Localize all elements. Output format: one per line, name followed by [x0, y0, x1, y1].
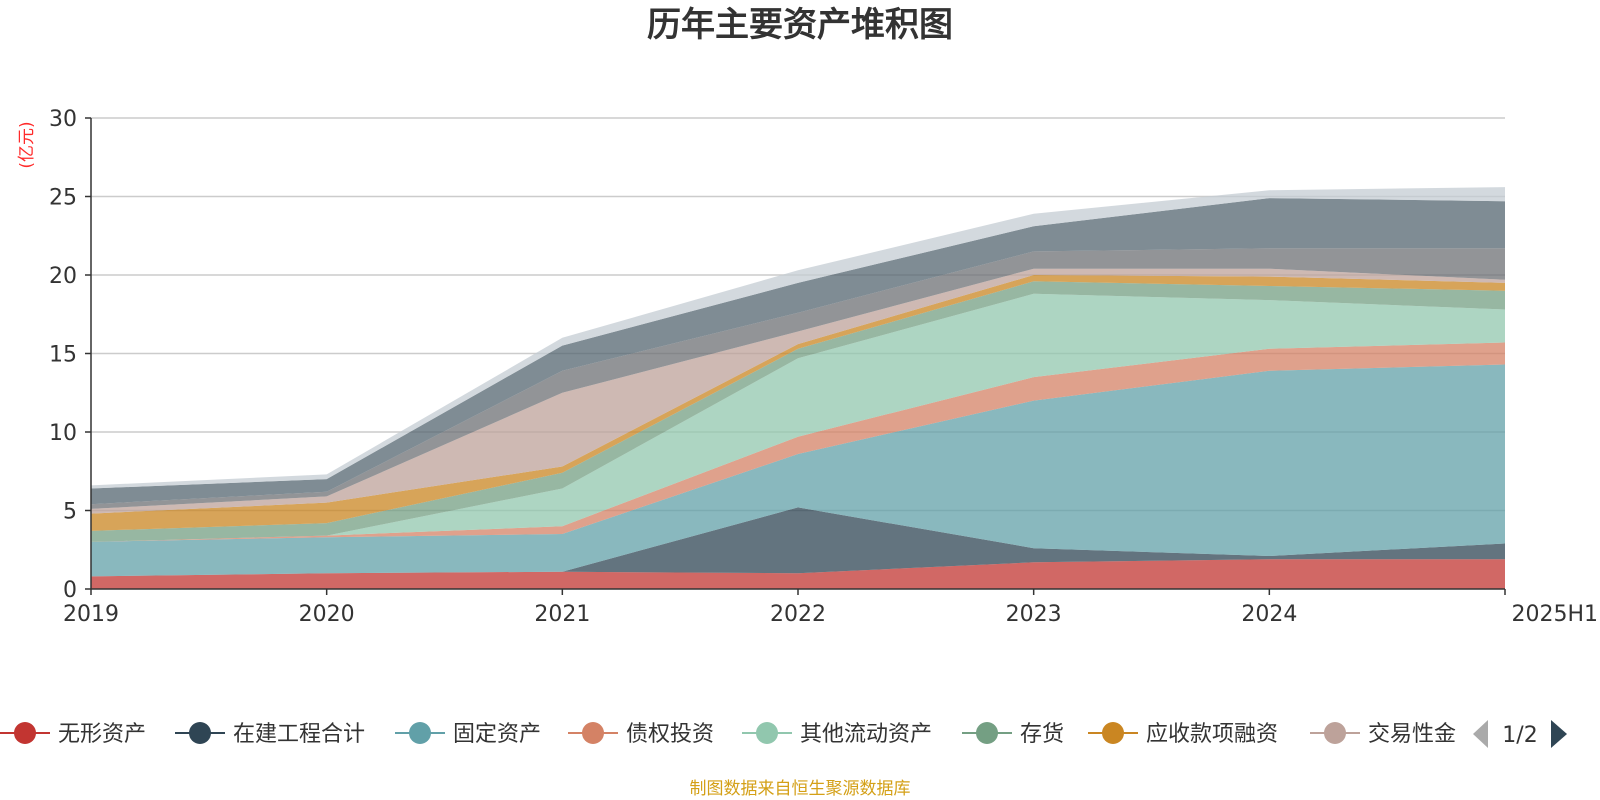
legend-label: 债权投资 — [626, 722, 714, 747]
legend-label: 在建工程合计 — [233, 722, 365, 747]
legend-item[interactable]: 在建工程合计 — [175, 722, 365, 747]
legend-label: 存货 — [1020, 722, 1064, 747]
x-tick-label: 2019 — [63, 602, 119, 627]
data-source-note: 制图数据来自恒生聚源数据库 — [690, 779, 911, 799]
legend-circle-icon — [14, 722, 36, 744]
area-series-2 — [91, 507, 1505, 577]
legend-circle-icon — [582, 722, 604, 744]
area-series-1 — [91, 559, 1505, 589]
area-series-group — [91, 187, 1505, 589]
axes: 0 5 10 15 20 25 30 2019 2020 2021 2022 2023 2024 2025… — [49, 107, 1598, 627]
legend-item[interactable]: 债权投资 — [568, 722, 714, 747]
legend-label: 交易性金 — [1368, 722, 1456, 747]
x-tick-label: 2025H1 — [1511, 602, 1598, 627]
x-tick-label: 2020 — [299, 602, 355, 627]
y-tick-label: 5 — [63, 500, 77, 525]
y-tick-label: 0 — [63, 578, 77, 603]
x-tick-label: 2021 — [534, 602, 590, 627]
legend-label: 应收款项融资 — [1146, 722, 1278, 747]
legend-prev-arrow-icon[interactable] — [1473, 720, 1488, 748]
legend-circle-icon — [976, 722, 998, 744]
x-tick-label: 2022 — [770, 602, 826, 627]
y-axis-unit-label: (亿元) — [17, 121, 37, 168]
x-tick-label: 2023 — [1006, 602, 1062, 627]
legend-item[interactable]: 无形资产 — [0, 722, 146, 747]
area-series-9 — [91, 248, 1505, 509]
legend-label: 固定资产 — [453, 722, 541, 747]
chart-title: 历年主要资产堆积图 — [647, 5, 953, 45]
legend: 无形资产 在建工程合计 固定资产 债权投资 其他流动资产 存货 应收款项融资 交易性金 1/2 — [0, 720, 1567, 748]
y-tick-label: 15 — [49, 343, 77, 368]
legend-item[interactable]: 交易性金 — [1310, 722, 1456, 747]
legend-item[interactable]: 存货 — [962, 722, 1064, 747]
legend-circle-icon — [189, 722, 211, 744]
legend-label: 其他流动资产 — [800, 722, 932, 747]
legend-item[interactable]: 应收款项融资 — [1088, 722, 1278, 747]
legend-circle-icon — [756, 722, 778, 744]
legend-item[interactable]: 固定资产 — [395, 722, 541, 747]
y-tick-label: 10 — [49, 421, 77, 446]
legend-item[interactable]: 其他流动资产 — [742, 722, 932, 747]
area-series-3 — [91, 364, 1505, 577]
x-tick-label: 2024 — [1241, 602, 1297, 627]
legend-circle-icon — [1324, 722, 1346, 744]
area-series-5 — [91, 293, 1505, 542]
y-tick-label: 30 — [49, 107, 77, 132]
area-series-4 — [91, 342, 1505, 542]
y-tick-label: 20 — [49, 264, 77, 289]
area-series-8 — [91, 268, 1505, 514]
legend-next-arrow-icon[interactable] — [1551, 720, 1567, 748]
legend-label: 无形资产 — [58, 722, 146, 747]
legend-circle-icon — [409, 722, 431, 744]
legend-circle-icon — [1102, 722, 1124, 744]
area-series-10 — [91, 198, 1505, 505]
legend-page-indicator: 1/2 — [1502, 723, 1537, 748]
y-tick-label: 25 — [49, 186, 77, 211]
